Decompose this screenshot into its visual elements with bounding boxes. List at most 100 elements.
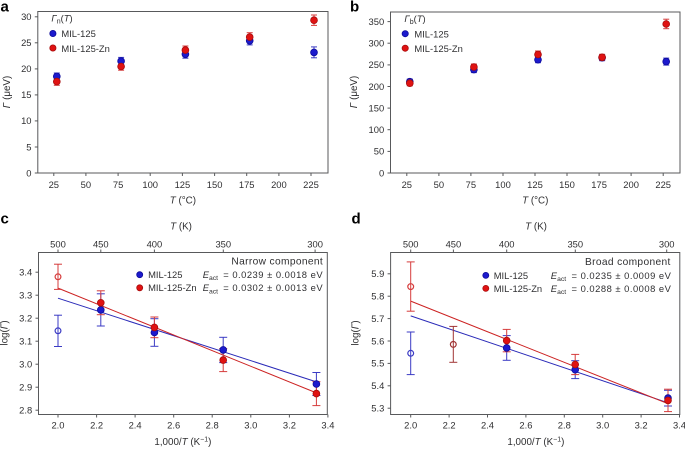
svg-text:30: 30: [21, 11, 31, 22]
svg-text:200: 200: [623, 179, 639, 190]
svg-text:500: 500: [50, 239, 66, 250]
svg-text:5.4: 5.4: [371, 380, 384, 391]
svg-text:100: 100: [495, 179, 511, 190]
svg-text:5.9: 5.9: [371, 268, 384, 279]
svg-text:Narrow component: Narrow component: [231, 257, 323, 268]
svg-text:125: 125: [175, 179, 191, 190]
svg-text:MIL-125-Zn: MIL-125-Zn: [494, 283, 542, 294]
svg-text:1,000/T (K−1): 1,000/T (K−1): [154, 437, 211, 449]
svg-text:150: 150: [369, 102, 385, 113]
svg-text:T (K): T (K): [170, 222, 192, 233]
svg-text:Eact: Eact: [203, 269, 218, 282]
svg-text:2.8: 2.8: [558, 419, 571, 430]
svg-text:400: 400: [499, 239, 515, 250]
svg-text:2.2: 2.2: [443, 419, 456, 430]
svg-text:300: 300: [369, 38, 385, 49]
svg-text:Γ (μeV): Γ (μeV): [349, 76, 360, 108]
svg-text:Eact: Eact: [551, 283, 566, 296]
svg-text:3.2: 3.2: [19, 313, 32, 324]
svg-text:450: 450: [93, 239, 109, 250]
svg-text:Broad component: Broad component: [585, 257, 671, 268]
svg-text:MIL-125-Zn: MIL-125-Zn: [148, 282, 196, 293]
svg-text:2.4: 2.4: [481, 419, 494, 430]
svg-text:5.7: 5.7: [371, 313, 384, 324]
svg-text:200: 200: [369, 81, 385, 92]
svg-text:log(Γ): log(Γ): [351, 320, 362, 345]
svg-text:5: 5: [26, 141, 31, 152]
svg-text:MIL-125-Zn: MIL-125-Zn: [414, 43, 462, 54]
svg-text:500: 500: [403, 239, 419, 250]
svg-text:350: 350: [567, 239, 583, 250]
svg-text:c: c: [1, 210, 9, 227]
svg-text:3.2: 3.2: [635, 419, 648, 430]
svg-text:1,000/T (K−1): 1,000/T (K−1): [507, 437, 564, 449]
svg-text:250: 250: [369, 59, 385, 70]
svg-text:5.8: 5.8: [371, 291, 384, 302]
svg-text:MIL-125: MIL-125: [148, 269, 182, 280]
svg-text:3.4: 3.4: [19, 267, 32, 278]
svg-text:MIL-125: MIL-125: [61, 28, 95, 39]
svg-text:175: 175: [591, 179, 607, 190]
svg-text:2.0: 2.0: [404, 419, 417, 430]
svg-text:Eact: Eact: [203, 282, 218, 295]
svg-text:25: 25: [21, 37, 31, 48]
svg-text:5.6: 5.6: [371, 335, 384, 346]
svg-text:= 0.0302 ± 0.0013 eV: = 0.0302 ± 0.0013 eV: [223, 282, 323, 293]
svg-text:d: d: [352, 210, 361, 227]
svg-text:75: 75: [113, 179, 123, 190]
svg-text:300: 300: [307, 239, 323, 250]
svg-text:2.0: 2.0: [51, 419, 64, 430]
svg-text:3.1: 3.1: [19, 336, 32, 347]
svg-text:0: 0: [26, 167, 31, 178]
svg-text:log(Γ): log(Γ): [0, 320, 11, 345]
svg-text:100: 100: [142, 179, 158, 190]
svg-text:25: 25: [402, 179, 412, 190]
svg-text:2.8: 2.8: [19, 405, 32, 416]
svg-text:75: 75: [466, 179, 476, 190]
svg-text:15: 15: [21, 89, 31, 100]
svg-text:T (K): T (K): [525, 222, 547, 233]
svg-text:T (°C): T (°C): [522, 195, 548, 206]
svg-text:25: 25: [49, 179, 59, 190]
svg-text:3.4: 3.4: [673, 419, 685, 430]
svg-text:3.2: 3.2: [283, 419, 296, 430]
svg-text:2.4: 2.4: [129, 419, 142, 430]
svg-text:3.0: 3.0: [596, 419, 609, 430]
svg-text:5.5: 5.5: [371, 358, 384, 369]
svg-text:2.8: 2.8: [206, 419, 219, 430]
svg-text:MIL-125-Zn: MIL-125-Zn: [61, 43, 109, 54]
svg-text:= 0.0288 ± 0.0008 eV: = 0.0288 ± 0.0008 eV: [572, 283, 672, 294]
svg-text:Γb(T): Γb(T): [404, 13, 425, 26]
svg-text:200: 200: [271, 179, 287, 190]
svg-text:150: 150: [559, 179, 575, 190]
svg-text:350: 350: [215, 239, 231, 250]
svg-text:3.0: 3.0: [244, 419, 257, 430]
svg-text:Eact: Eact: [551, 270, 566, 283]
svg-text:2.6: 2.6: [519, 419, 532, 430]
svg-text:= 0.0239 ± 0.0018 eV: = 0.0239 ± 0.0018 eV: [223, 269, 323, 280]
svg-text:2.6: 2.6: [167, 419, 180, 430]
svg-text:MIL-125: MIL-125: [414, 29, 448, 40]
svg-text:T (°C): T (°C): [170, 195, 196, 206]
svg-text:100: 100: [369, 124, 385, 135]
svg-text:b: b: [350, 0, 359, 15]
svg-text:3.0: 3.0: [19, 359, 32, 370]
svg-text:50: 50: [81, 179, 91, 190]
svg-text:125: 125: [527, 179, 543, 190]
svg-text:Γ (μeV): Γ (μeV): [2, 76, 13, 108]
svg-text:= 0.0235 ± 0.0009 eV: = 0.0235 ± 0.0009 eV: [572, 270, 672, 281]
svg-text:MIL-125: MIL-125: [494, 270, 528, 281]
svg-text:2.9: 2.9: [19, 382, 32, 393]
svg-text:Γn(T): Γn(T): [51, 12, 72, 25]
svg-text:400: 400: [147, 239, 163, 250]
svg-text:50: 50: [434, 179, 444, 190]
svg-text:350: 350: [369, 16, 385, 27]
svg-text:20: 20: [21, 63, 31, 74]
svg-text:175: 175: [239, 179, 255, 190]
svg-text:50: 50: [374, 146, 384, 157]
svg-text:225: 225: [655, 179, 671, 190]
svg-text:150: 150: [207, 179, 223, 190]
svg-text:3.3: 3.3: [19, 290, 32, 301]
svg-text:10: 10: [21, 115, 31, 126]
svg-text:a: a: [1, 0, 10, 15]
